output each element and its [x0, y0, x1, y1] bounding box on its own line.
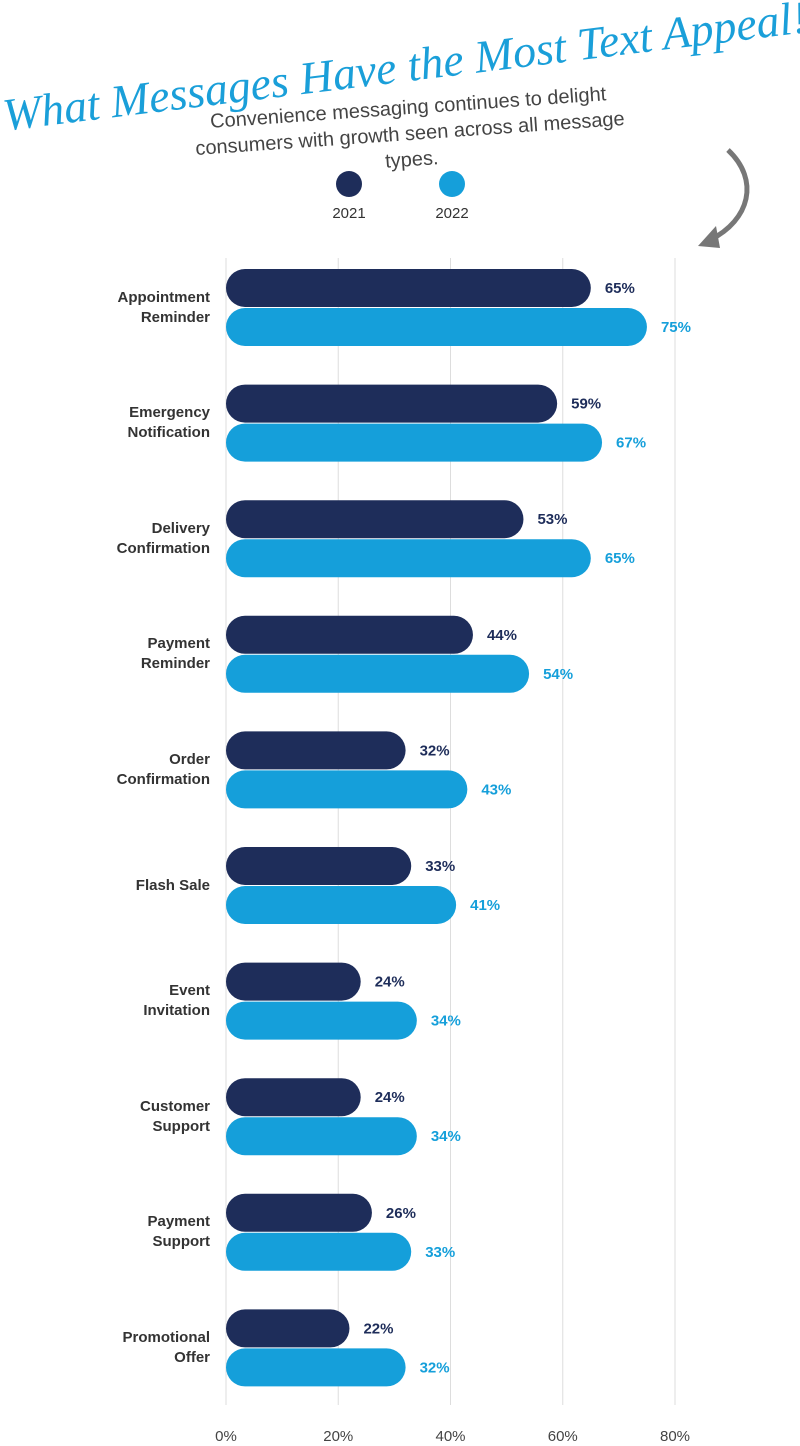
legend-swatch [439, 171, 465, 197]
value-label: 34% [431, 1128, 461, 1145]
value-label: 65% [605, 280, 635, 297]
category-label: Payment Support [147, 1213, 210, 1251]
bar [226, 770, 468, 809]
bar [226, 615, 473, 654]
x-tick-label: 40% [435, 1428, 465, 1445]
category-label: Order Confirmation [116, 750, 210, 788]
value-label: 43% [481, 781, 511, 798]
x-tick-label: 80% [660, 1428, 690, 1445]
bar [226, 423, 603, 462]
category-label: Appointment Reminder [117, 288, 210, 326]
arrow-head [698, 226, 720, 248]
bar [226, 886, 457, 924]
value-label: 32% [420, 742, 450, 759]
bar [226, 1001, 417, 1040]
bar [226, 847, 412, 885]
category-label: Emergency Notification [127, 404, 211, 442]
value-label: 32% [420, 1359, 450, 1376]
value-label: 65% [605, 550, 635, 567]
bar [226, 1078, 361, 1117]
category-label: Flash Sale [135, 876, 210, 894]
value-label: 26% [386, 1205, 416, 1222]
legend-label: 2021 [332, 205, 365, 222]
value-label: 67% [616, 435, 646, 452]
bar [226, 269, 591, 307]
value-label: 33% [425, 858, 455, 875]
legend-label: 2022 [435, 205, 468, 222]
bar [226, 1117, 417, 1156]
value-label: 24% [375, 974, 405, 991]
category-label: Delivery Confirmation [116, 519, 210, 557]
value-label: 75% [661, 319, 691, 336]
value-label: 59% [571, 396, 601, 413]
x-tick-label: 60% [548, 1428, 578, 1445]
arrow [708, 148, 750, 243]
bar [226, 1309, 350, 1348]
category-label: Promotional Offer [122, 1328, 210, 1366]
x-tick-label: 20% [323, 1428, 353, 1445]
bar [226, 500, 524, 539]
bar [226, 384, 558, 423]
bar [226, 1193, 372, 1232]
bar [226, 654, 530, 693]
legend-swatch [336, 171, 362, 197]
category-label: Payment Reminder [140, 635, 210, 673]
value-label: 22% [363, 1320, 393, 1337]
category-label: Event Invitation [143, 982, 210, 1020]
value-label: 54% [543, 666, 573, 683]
bar [226, 308, 647, 346]
bar [226, 731, 406, 770]
x-tick-label: 0% [215, 1428, 237, 1445]
category-label: Customer Support [139, 1097, 210, 1135]
value-label: 41% [470, 897, 500, 914]
value-label: 24% [375, 1089, 405, 1106]
bar [226, 962, 361, 1001]
value-label: 53% [537, 511, 567, 528]
value-label: 34% [431, 1013, 461, 1030]
bar [226, 539, 591, 578]
value-label: 44% [487, 627, 517, 644]
bar [226, 1348, 406, 1387]
value-label: 33% [425, 1244, 455, 1261]
bar [226, 1232, 412, 1271]
